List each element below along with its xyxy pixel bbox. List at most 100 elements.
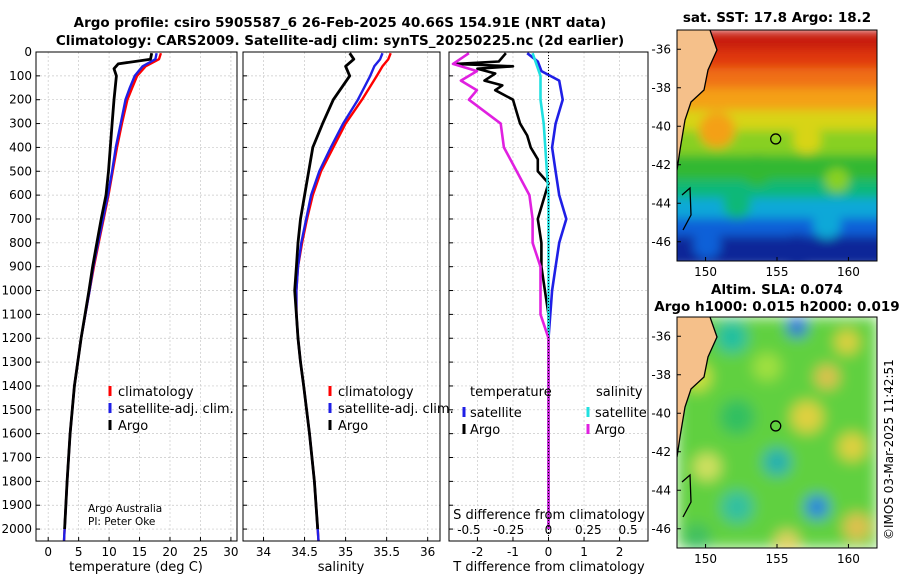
salinity-panel: 34 34.5 35 35.5 36 climatology satellite-adj. …: [242, 51, 454, 559]
credit-line-1: Argo Australia: [88, 503, 162, 515]
map-y-tick-label: -42: [651, 445, 671, 459]
sla-eddy: [835, 330, 859, 354]
legend-label: satellite-adj. clim.: [118, 402, 234, 417]
sla-map: -36 -38 -40 -42 -44 -46 150 155 160: [651, 316, 878, 566]
series-line-argo: [293, 52, 356, 530]
depth-tick-label: 1400: [1, 379, 32, 393]
coastline: [681, 186, 692, 231]
difference-panel: -2 -1 0 1 2 temperature satellite Argo salinity s…: [448, 51, 649, 559]
map-y-tick-label: -40: [651, 119, 671, 133]
map-y-tick-label: -44: [651, 196, 671, 210]
x-tick-label: 30: [223, 545, 238, 559]
series-line-salinity-satellite: [531, 52, 550, 530]
legend-salinity-title: salinity: [596, 385, 643, 400]
sst-eddy: [723, 191, 751, 219]
x-tick-label: 15: [132, 545, 147, 559]
x-tick-label: 20: [162, 545, 177, 559]
credit-line-2: PI: Peter Oke: [88, 516, 155, 528]
temperature-xlabel: temperature (deg C): [69, 560, 203, 575]
argo-float-marker: [770, 420, 782, 432]
sla-eddy: [721, 491, 753, 523]
sla-eddy: [753, 353, 781, 381]
x-tick-label: 5: [75, 545, 83, 559]
sla-eddy: [763, 448, 791, 476]
sst-eddy: [699, 112, 735, 148]
coastline: [681, 473, 692, 518]
x-tick-label: 2: [616, 545, 624, 559]
map-x-tick-label: 155: [766, 552, 789, 566]
depth-tick-label: 600: [9, 188, 32, 202]
map-y-tick-label: -38: [651, 368, 671, 382]
title-line-2: Climatology: CARS2009. Satellite-adj cli…: [56, 33, 624, 49]
salinity-xlabel: salinity: [318, 560, 365, 575]
x-tick-label: 36: [420, 545, 435, 559]
map-background: [677, 317, 877, 548]
series-line-satellite: [62, 52, 158, 542]
x-tick-label: 34.5: [291, 545, 318, 559]
depth-tick-label: 2000: [1, 522, 32, 536]
depth-tick-label: 1200: [1, 331, 32, 345]
x-tick-label: 1: [580, 545, 588, 559]
s-tick-label: 0.25: [575, 523, 602, 537]
difference-xlabel: T difference from climatology: [452, 560, 645, 575]
depth-tick-label: 1100: [1, 307, 32, 321]
depth-tick-label: 300: [9, 117, 32, 131]
depth-tick-label: 1900: [1, 498, 32, 512]
depth-tick-label: 800: [9, 236, 32, 250]
map-x-tick-label: 160: [837, 265, 860, 279]
x-tick-label: 0: [44, 545, 52, 559]
series-line-salinity-argo: [451, 52, 550, 530]
x-tick-label: 10: [101, 545, 116, 559]
s-difference-label: S difference from climatology: [453, 508, 645, 523]
x-tick-label: 34: [256, 545, 271, 559]
depth-tick-label: 500: [9, 164, 32, 178]
map-y-tick-label: -38: [651, 81, 671, 95]
sla-eddy: [815, 365, 839, 389]
map-y-tick-label: -44: [651, 483, 671, 497]
legend-label: Argo: [118, 419, 148, 434]
sst-eddy: [779, 234, 815, 261]
map-field: [677, 317, 877, 548]
sst-eddy: [825, 168, 849, 192]
plot-frame: [35, 51, 238, 542]
sla-eddy: [719, 399, 755, 435]
plot-frame: [242, 51, 441, 542]
s-tick-label: -0.25: [493, 523, 524, 537]
map-y-tick-label: -36: [651, 42, 671, 56]
sla-eddy: [775, 530, 799, 548]
imos-timestamp: ©IMOS 03-Mar-2025 11:42:51: [882, 359, 896, 540]
legend-label: satellite: [595, 406, 647, 421]
s-tick-label: 0.5: [619, 523, 638, 537]
depth-tick-label: 1800: [1, 474, 32, 488]
map-colour-field: [677, 30, 877, 261]
sst-eddy: [741, 154, 773, 186]
land-mass: [677, 317, 717, 457]
series-line-satellite: [295, 52, 384, 542]
sla-eddy: [843, 513, 871, 541]
sst-eddy: [693, 231, 721, 259]
map-y-tick-label: -40: [651, 406, 671, 420]
sla-eddy: [716, 321, 748, 353]
temperature-panel: 0100200300400500600700800900100011001200…: [1, 45, 238, 559]
map-x-tick-label: 150: [694, 265, 717, 279]
depth-tick-label: 200: [9, 93, 32, 107]
x-tick-label: 35.5: [373, 545, 400, 559]
map-colour-field: [677, 317, 877, 548]
legend-label: satellite-adj. clim.: [338, 402, 454, 417]
legend-label: Argo: [470, 423, 500, 438]
depth-tick-label: 1700: [1, 451, 32, 465]
coastline: [677, 30, 718, 171]
map-x-tick-label: 155: [766, 265, 789, 279]
legend-label: climatology: [338, 385, 414, 400]
x-tick-label: -1: [507, 545, 519, 559]
series-line-argo: [63, 52, 154, 530]
legend-label: Argo: [338, 419, 368, 434]
sst-eddy: [813, 211, 841, 239]
legend-temperature-title: temperature: [470, 385, 552, 400]
sla-map-title-1: Altim. SLA: 0.074: [711, 282, 843, 298]
depth-tick-label: 0: [24, 45, 32, 59]
sla-eddy: [683, 523, 711, 548]
depth-tick-label: 1000: [1, 284, 32, 298]
map-y-tick-label: -36: [651, 329, 671, 343]
